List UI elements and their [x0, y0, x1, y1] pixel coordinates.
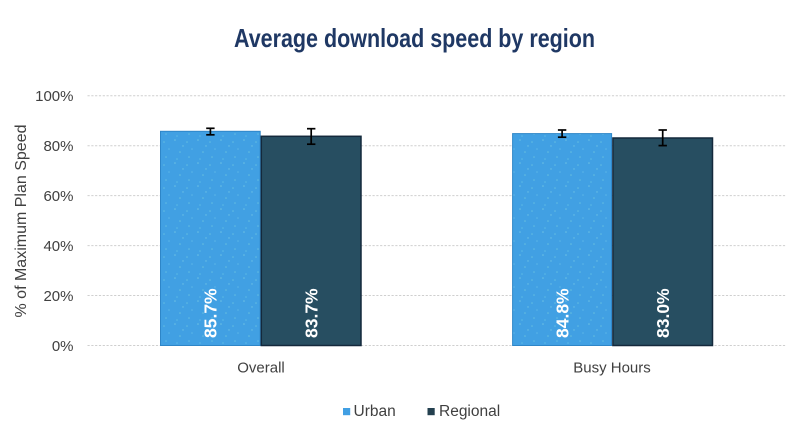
svg-text:100%: 100% — [35, 88, 73, 105]
svg-text:20%: 20% — [43, 288, 73, 305]
svg-text:85.7%: 85.7% — [201, 288, 221, 338]
svg-text:84.8%: 84.8% — [552, 288, 572, 338]
svg-text:0%: 0% — [52, 338, 74, 355]
svg-text:Regional: Regional — [439, 403, 500, 420]
svg-text:Overall: Overall — [237, 359, 285, 376]
svg-text:80%: 80% — [43, 138, 73, 155]
svg-text:60%: 60% — [43, 188, 73, 205]
svg-text:Busy Hours: Busy Hours — [573, 359, 651, 376]
svg-text:40%: 40% — [43, 238, 73, 255]
svg-text:Urban: Urban — [354, 403, 396, 420]
svg-text:83.7%: 83.7% — [302, 288, 322, 338]
svg-text:83.0%: 83.0% — [653, 288, 673, 338]
svg-text:% of Maximum Plan Speed: % of Maximum Plan Speed — [13, 125, 30, 318]
svg-text:Average download speed by regi: Average download speed by region — [234, 23, 595, 53]
